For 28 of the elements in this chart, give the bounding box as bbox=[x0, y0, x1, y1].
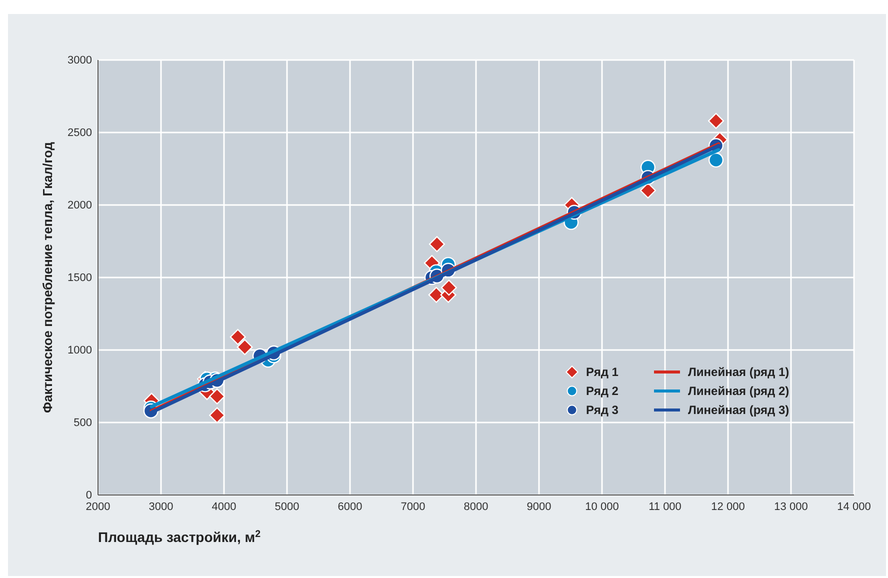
x-tick-label: 10 000 bbox=[585, 500, 619, 513]
y-axis-title: Фактическое потребление тепла, Гкал/год bbox=[40, 141, 55, 414]
legend-label: Линейная (ряд 3) bbox=[688, 403, 790, 417]
x-tick-label: 4000 bbox=[212, 500, 236, 513]
x-tick-label: 12 000 bbox=[711, 500, 745, 513]
y-tick-label: 1500 bbox=[68, 272, 92, 284]
x-tick-label: 5000 bbox=[274, 500, 300, 513]
y-tick-label: 2500 bbox=[68, 127, 92, 140]
x-tick-label: 11 000 bbox=[648, 500, 682, 513]
y-tick-label: 500 bbox=[74, 417, 92, 430]
x-tick-label: 13 000 bbox=[774, 500, 808, 513]
x-tick-label: 8000 bbox=[464, 500, 488, 513]
legend-label: Ряд 1 bbox=[586, 365, 619, 379]
y-tick-label: 3000 bbox=[68, 54, 92, 67]
x-tick-label: 9000 bbox=[526, 500, 552, 513]
y-tick-label: 1000 bbox=[68, 344, 92, 357]
x-tick-label: 7000 bbox=[400, 500, 426, 513]
x-tick-label: 3000 bbox=[148, 500, 174, 513]
x-tick-label: 2000 bbox=[86, 500, 110, 513]
legend-label: Ряд 2 bbox=[586, 384, 619, 398]
y-tick-label: 2000 bbox=[68, 200, 92, 212]
legend-label: Линейная (ряд 1) bbox=[688, 365, 790, 379]
legend-label: Линейная (ряд 2) bbox=[688, 384, 790, 398]
x-tick-label: 14 000 bbox=[837, 500, 871, 513]
legend-label: Ряд 3 bbox=[586, 403, 619, 417]
y-tick-label: 0 bbox=[86, 490, 92, 502]
x-tick-label: 6000 bbox=[338, 500, 362, 513]
x-axis-title: Площадь застройки, м$^{2}$ bbox=[98, 528, 262, 545]
